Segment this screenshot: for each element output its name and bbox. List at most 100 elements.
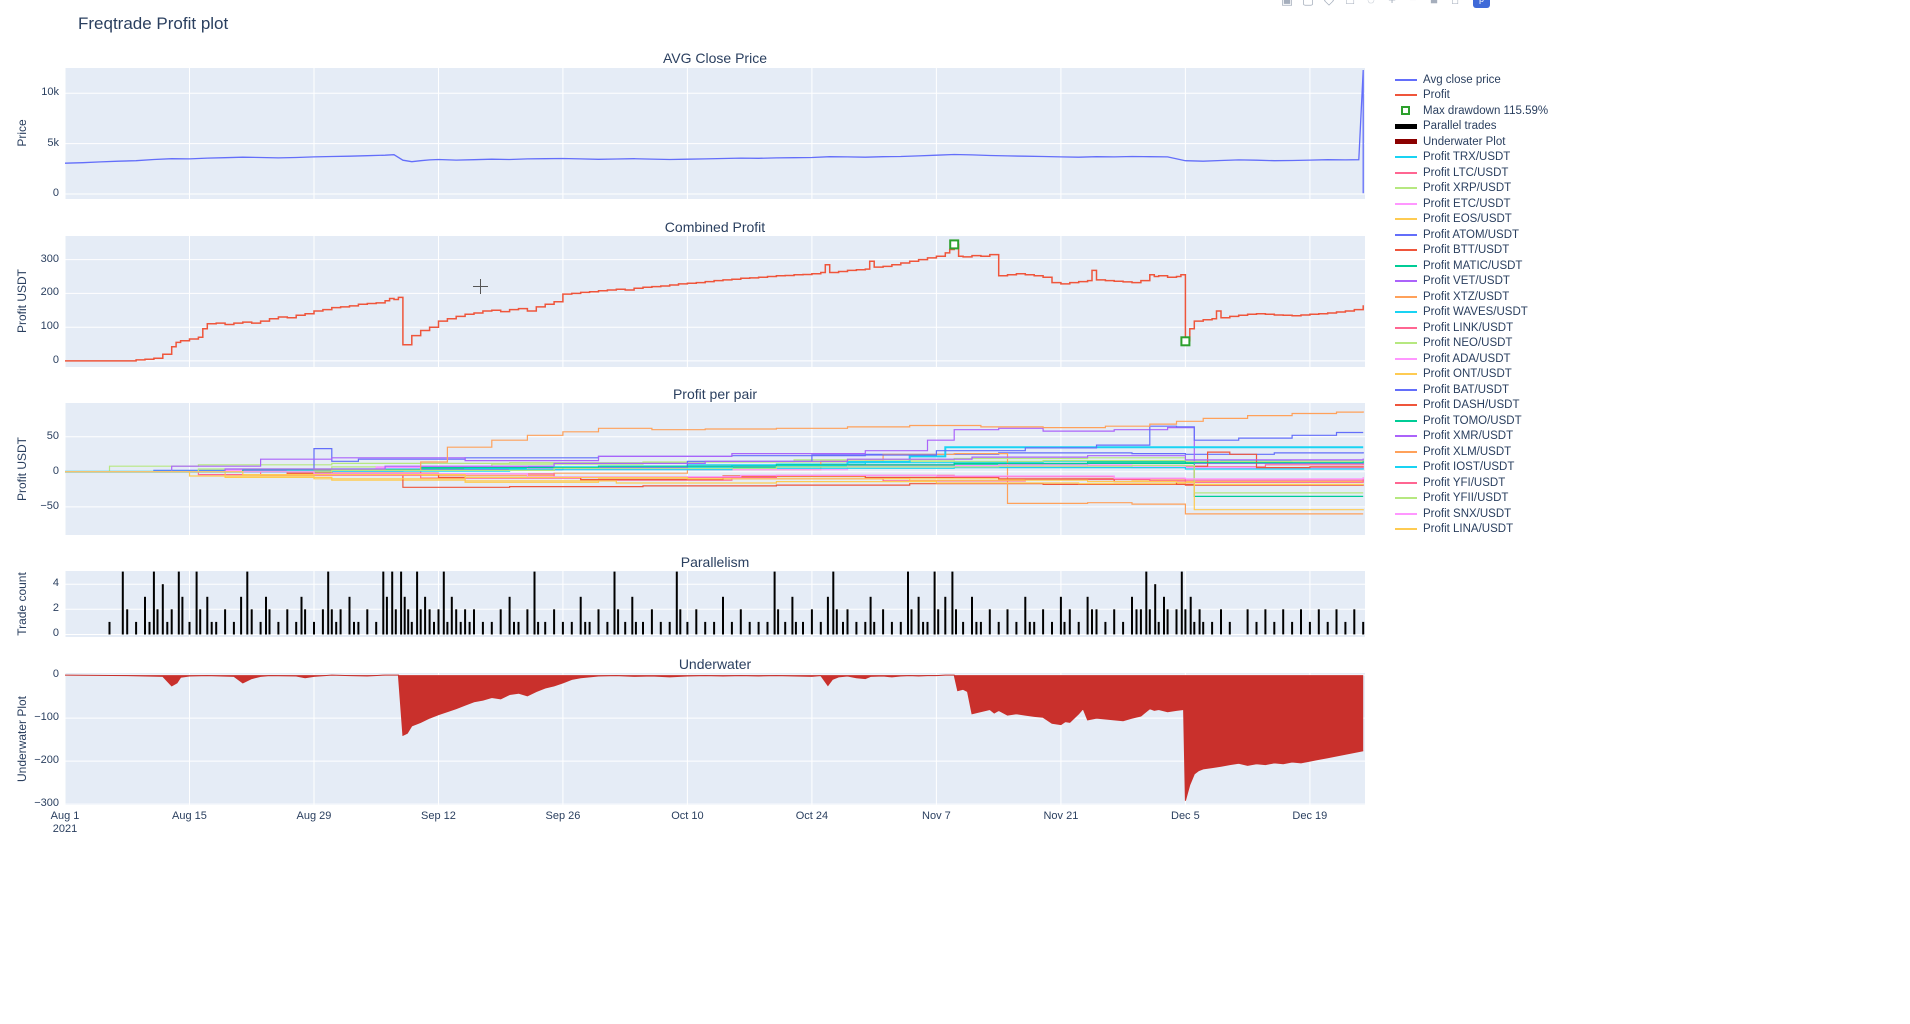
legend-swatch-icon	[1395, 295, 1417, 298]
legend-item-label: Profit XLM/USDT	[1423, 445, 1512, 458]
legend-item-label: Avg close price	[1423, 73, 1501, 86]
legend-item[interactable]: Underwater Plot	[1395, 134, 1565, 150]
legend-item[interactable]: Profit LINK/USDT	[1395, 320, 1565, 336]
y-tick-label: −50	[40, 499, 59, 512]
legend-item[interactable]: Profit YFI/USDT	[1395, 475, 1565, 491]
legend: Avg close price Profit Max drawdown 115.…	[1395, 72, 1565, 537]
legend-item[interactable]: Profit IOST/USDT	[1395, 460, 1565, 476]
legend-item[interactable]: Profit ATOM/USDT	[1395, 227, 1565, 243]
legend-swatch-icon	[1395, 94, 1417, 97]
legend-item-label: Profit ADA/USDT	[1423, 352, 1511, 365]
legend-item[interactable]: Avg close price	[1395, 72, 1565, 88]
legend-item[interactable]: Profit XTZ/USDT	[1395, 289, 1565, 305]
x-tick-label: Dec 19	[1292, 810, 1328, 822]
legend-item[interactable]: Profit ONT/USDT	[1395, 367, 1565, 383]
x-tick-label: Nov 21	[1043, 810, 1079, 822]
legend-item-label: Profit IOST/USDT	[1423, 461, 1515, 474]
legend-item[interactable]: Profit TOMO/USDT	[1395, 413, 1565, 429]
x-tick-label: Oct 24	[795, 810, 829, 822]
legend-swatch-icon	[1395, 435, 1417, 438]
legend-item[interactable]: Profit LTC/USDT	[1395, 165, 1565, 181]
box-select-icon[interactable]: □	[1341, 0, 1359, 8]
legend-item-label: Profit BTT/USDT	[1423, 244, 1510, 257]
legend-item-label: Profit ETC/USDT	[1423, 197, 1511, 210]
page-title: Freqtrade Profit plot	[78, 14, 229, 33]
legend-item[interactable]: Profit NEO/USDT	[1395, 336, 1565, 352]
x-tick-label: Dec 5	[1171, 810, 1200, 822]
legend-swatch-icon	[1395, 466, 1417, 469]
legend-item-label: Profit BAT/USDT	[1423, 383, 1510, 396]
pan-icon[interactable]: ◇	[1320, 0, 1338, 8]
legend-item[interactable]: Profit EOS/USDT	[1395, 212, 1565, 228]
legend-swatch-icon	[1395, 233, 1417, 236]
legend-swatch-icon	[1395, 202, 1417, 205]
legend-swatch-icon	[1395, 311, 1417, 314]
legend-item[interactable]: Profit WAVES/USDT	[1395, 305, 1565, 321]
legend-item-label: Profit TRX/USDT	[1423, 151, 1511, 164]
y-tick-label: 0	[52, 186, 59, 199]
legend-item-label: Profit YFII/USDT	[1423, 492, 1509, 505]
plotly-modebar: ▣▢◇□◌+−■⌂ p	[1278, 0, 1490, 8]
avg-close-price-plot[interactable]	[65, 68, 1365, 199]
y-axis-label-profit-usdt-pairs: Profit USDT	[15, 436, 29, 502]
legend-item[interactable]: Profit BAT/USDT	[1395, 382, 1565, 398]
legend-item-label: Profit VET/USDT	[1423, 275, 1510, 288]
zoom-out-icon[interactable]: −	[1404, 0, 1422, 8]
legend-item[interactable]: Parallel trades	[1395, 119, 1565, 135]
combined-profit-plot[interactable]	[65, 236, 1365, 367]
x-tick-label: Nov 7	[922, 810, 951, 822]
y-axis-label-price: Price	[15, 119, 29, 147]
legend-item-label: Profit MATIC/USDT	[1423, 259, 1523, 272]
legend-item-label: Profit XMR/USDT	[1423, 430, 1514, 443]
legend-item[interactable]: Profit BTT/USDT	[1395, 243, 1565, 259]
subplot-title-parallelism: Parallelism	[680, 554, 750, 570]
legend-item-label: Profit LTC/USDT	[1423, 166, 1509, 179]
legend-item[interactable]: Profit	[1395, 88, 1565, 104]
legend-swatch-icon	[1401, 106, 1410, 116]
legend-item[interactable]: Profit DASH/USDT	[1395, 398, 1565, 414]
legend-swatch-icon	[1395, 139, 1417, 145]
legend-item[interactable]: Profit MATIC/USDT	[1395, 258, 1565, 274]
legend-item[interactable]: Profit VET/USDT	[1395, 274, 1565, 290]
profit-per-pair-plot[interactable]	[65, 403, 1365, 535]
zoom-icon[interactable]: ▢	[1299, 0, 1317, 8]
legend-item-label: Profit WAVES/USDT	[1423, 306, 1528, 319]
plotly-logo-icon[interactable]: p	[1473, 0, 1490, 8]
x-tick-label: Sep 26	[545, 810, 581, 822]
legend-item[interactable]: Profit TRX/USDT	[1395, 150, 1565, 166]
legend-item[interactable]: Profit XRP/USDT	[1395, 181, 1565, 197]
underwater-plot[interactable]	[65, 673, 1365, 805]
legend-swatch-icon	[1395, 78, 1417, 81]
legend-swatch-icon	[1395, 388, 1417, 391]
legend-item[interactable]: Max drawdown 115.59%	[1395, 103, 1565, 119]
legend-item[interactable]: Profit LINA/USDT	[1395, 522, 1565, 538]
x-tick-label: Aug 29	[296, 810, 332, 822]
legend-item[interactable]: Profit ETC/USDT	[1395, 196, 1565, 212]
lasso-select-icon[interactable]: ◌	[1362, 0, 1380, 8]
legend-item-label: Profit LINK/USDT	[1423, 321, 1514, 334]
legend-item[interactable]: Profit ADA/USDT	[1395, 351, 1565, 367]
parallelism-plot[interactable]	[65, 571, 1365, 637]
legend-swatch-icon	[1395, 156, 1417, 159]
legend-swatch-icon	[1395, 497, 1417, 500]
legend-item[interactable]: Profit XMR/USDT	[1395, 429, 1565, 445]
legend-swatch-icon	[1395, 187, 1417, 190]
legend-swatch-icon	[1395, 404, 1417, 407]
subplot-title-combined-profit: Combined Profit	[664, 219, 766, 235]
legend-item[interactable]: Profit SNX/USDT	[1395, 506, 1565, 522]
legend-item[interactable]: Profit YFII/USDT	[1395, 491, 1565, 507]
legend-swatch-icon	[1395, 342, 1417, 345]
legend-swatch-icon	[1395, 218, 1417, 221]
legend-item-label: Profit LINA/USDT	[1423, 523, 1514, 536]
subplot-title-profit-per-pair: Profit per pair	[672, 386, 758, 402]
legend-swatch-icon	[1395, 357, 1417, 360]
camera-icon[interactable]: ▣	[1278, 0, 1296, 8]
legend-swatch-icon	[1395, 481, 1417, 484]
reset-axes-icon[interactable]: ⌂	[1446, 0, 1464, 8]
legend-item[interactable]: Profit XLM/USDT	[1395, 444, 1565, 460]
legend-swatch-icon	[1395, 512, 1417, 515]
zoom-in-icon[interactable]: +	[1383, 0, 1401, 8]
y-tick-label: 300	[40, 252, 59, 265]
autoscale-icon[interactable]: ■	[1425, 0, 1443, 8]
legend-item-label: Parallel trades	[1423, 120, 1497, 133]
